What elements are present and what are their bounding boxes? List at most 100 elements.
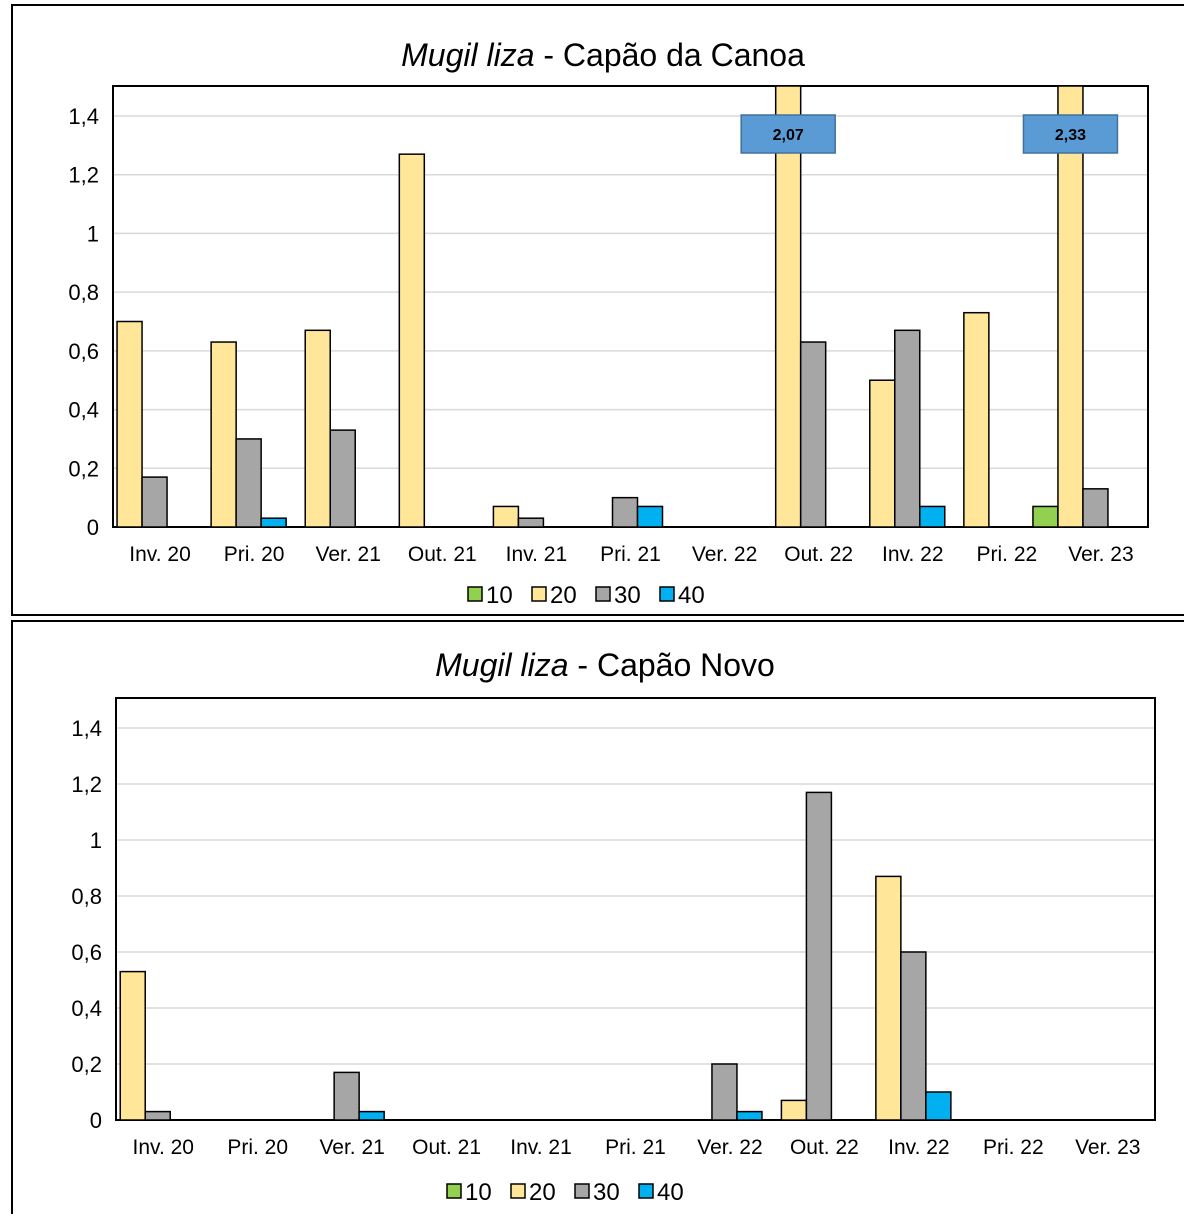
- bar-40-8: [919, 505, 946, 528]
- bar-40-1: [260, 517, 287, 528]
- value-callout-box: [1022, 114, 1119, 154]
- x-tick-label: Ver. 23: [1075, 1136, 1140, 1159]
- y-tick-label: 1,2: [71, 772, 102, 797]
- chart-panel-capao-novo: Mugil liza - Capão Novo 0 0,2 0,4 0,6 0,8 1 1,2…: [11, 620, 1184, 1214]
- bar-30-7: [799, 341, 827, 528]
- legend-label-30: 30: [593, 1179, 620, 1206]
- legend-swatch-10: [467, 586, 483, 602]
- bar-20-9: [963, 311, 990, 528]
- value-callout-label: 2,07: [773, 127, 804, 144]
- x-tick-label: Pri. 21: [600, 543, 661, 566]
- bar-20-0: [116, 320, 143, 528]
- x-tick-label: Pri. 21: [605, 1136, 666, 1159]
- legend-label-40: 40: [657, 1179, 684, 1206]
- bar-40-2: [358, 1110, 385, 1121]
- y-tick-label: 0,2: [68, 456, 99, 481]
- legend-swatch-30: [595, 586, 611, 602]
- x-tick-label: Ver. 22: [697, 1136, 762, 1159]
- legend-swatch-40: [638, 1183, 654, 1199]
- legend-label-20: 20: [550, 582, 577, 609]
- y-tick-label: 1: [87, 221, 99, 246]
- x-tick-label: Inv. 20: [132, 1136, 193, 1159]
- bar-20-8: [869, 379, 896, 528]
- y-tick-label: 0,8: [68, 280, 99, 305]
- x-tick-label: Pri. 20: [227, 1136, 288, 1159]
- y-tick-label: 0,6: [68, 339, 99, 364]
- chart-title: Mugil liza - Capão da Canoa: [401, 37, 805, 73]
- y-tick-label: 0,8: [71, 884, 102, 909]
- bar-30-1: [235, 438, 262, 528]
- bar-30-10: [1082, 488, 1109, 528]
- bar-30-6: [711, 1063, 738, 1121]
- y-tick-label: 1: [90, 828, 102, 853]
- value-callout-label: 2,33: [1055, 127, 1086, 144]
- x-tick-label: Ver. 22: [692, 543, 757, 566]
- bar-20-4: [492, 505, 520, 528]
- y-tick-label: 0,2: [71, 1052, 102, 1077]
- bar-20-1: [210, 341, 237, 528]
- bar-20-7: [774, 85, 802, 528]
- bar-20-7: [780, 1099, 808, 1121]
- legend-swatch-40: [659, 586, 675, 602]
- bar-30-7: [805, 791, 833, 1121]
- x-tick-label: Ver. 23: [1068, 543, 1133, 566]
- bar-30-2: [333, 1071, 360, 1121]
- y-tick-label: 0,6: [71, 940, 102, 965]
- x-tick-label: Inv. 21: [510, 1136, 571, 1159]
- chart-capao-da-canoa: Mugil liza - Capão da Canoa 0 0,2 0,4 0,6 0,8…: [68, 37, 1149, 609]
- x-tick-label: Inv. 20: [129, 543, 190, 566]
- value-callout-box: [740, 114, 836, 154]
- bar-20-3: [398, 153, 426, 528]
- x-tick-label: Out. 21: [412, 1136, 481, 1159]
- bar-30-2: [329, 429, 356, 528]
- y-tick-label: 0: [90, 1108, 102, 1133]
- bar-30-8: [900, 951, 927, 1121]
- y-tick-label: 1,4: [68, 104, 99, 129]
- x-tick-label: Ver. 21: [319, 1136, 384, 1159]
- bar-30-4: [517, 517, 545, 528]
- legend-swatch-20: [531, 586, 547, 602]
- y-tick-label: 1,2: [68, 163, 99, 188]
- bar-20-10: [1057, 85, 1084, 528]
- x-tick-label: Pri. 22: [977, 543, 1038, 566]
- y-tick-label: 0: [87, 515, 99, 540]
- legend-label-10: 10: [486, 582, 513, 609]
- chart-title-species: Mugil liza: [435, 647, 568, 683]
- bar-20-0: [119, 970, 146, 1121]
- chart-title-location: - Capão da Canoa: [534, 37, 805, 73]
- legend-swatch-30: [574, 1183, 590, 1199]
- bar-30-5: [611, 496, 639, 528]
- y-tick-label: 0,4: [71, 996, 102, 1021]
- x-tick-label: Out. 22: [790, 1136, 859, 1159]
- bar-40-8: [925, 1091, 952, 1121]
- legend-label-20: 20: [529, 1179, 556, 1206]
- chart-title: Mugil liza - Capão Novo: [435, 647, 775, 683]
- bar-20-2: [304, 329, 331, 528]
- plot-area: [112, 85, 1149, 528]
- legend-swatch-20: [510, 1183, 526, 1199]
- bar-20-8: [875, 875, 902, 1121]
- chart-title-location: - Capão Novo: [569, 647, 775, 683]
- chart-title-species: Mugil liza: [401, 37, 534, 73]
- plot-area: [115, 697, 1156, 1121]
- bar-30-0: [141, 476, 168, 528]
- y-tick-label: 1,4: [71, 716, 102, 741]
- bar-40-6: [736, 1110, 763, 1121]
- chart-panel-capao-da-canoa: Mugil liza - Capão da Canoa 0 0,2 0,4 0,6 0,8…: [11, 4, 1184, 616]
- legend-label-10: 10: [465, 1179, 492, 1206]
- bar-30-8: [894, 329, 921, 528]
- legend-label-40: 40: [678, 582, 705, 609]
- x-tick-label: Out. 22: [784, 543, 853, 566]
- x-tick-label: Out. 21: [408, 543, 477, 566]
- x-tick-label: Pri. 20: [224, 543, 285, 566]
- x-tick-label: Pri. 22: [983, 1136, 1044, 1159]
- y-tick-label: 0,4: [68, 398, 99, 423]
- x-tick-label: Inv. 21: [506, 543, 567, 566]
- bar-30-0: [144, 1110, 171, 1121]
- bar-10-10: [1032, 505, 1059, 528]
- legend-label-30: 30: [614, 582, 641, 609]
- x-tick-label: Inv. 22: [888, 1136, 949, 1159]
- x-tick-label: Inv. 22: [882, 543, 943, 566]
- legend-swatch-10: [446, 1183, 462, 1199]
- chart-capao-novo: Mugil liza - Capão Novo 0 0,2 0,4 0,6 0,8 1 1,2…: [71, 647, 1156, 1206]
